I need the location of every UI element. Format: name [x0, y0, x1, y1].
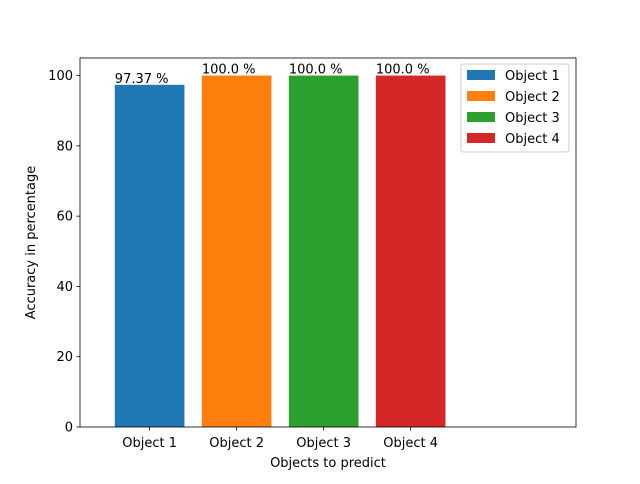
bar-value-label-object-1: 97.37 % — [115, 72, 169, 87]
bar-object-4 — [375, 75, 446, 428]
x-tick-label-object-2: Object 2 — [209, 436, 264, 451]
bar-object-1 — [114, 84, 185, 428]
bar-value-label-object-4: 100.0 % — [376, 63, 430, 78]
bar-value-label-object-2: 100.0 % — [202, 63, 256, 78]
legend-label-object-3: Object 3 — [505, 111, 560, 126]
y-axis-label: Accuracy in percentage — [24, 166, 39, 319]
legend-swatch-object-3 — [467, 112, 495, 122]
legend-swatch-object-4 — [467, 133, 495, 143]
y-tick-label-80: 80 — [56, 139, 73, 154]
legend: Object 1 Object 2 Object 3 Object 4 — [460, 63, 570, 153]
y-tick-label-20: 20 — [56, 350, 73, 365]
x-tick-label-object-3: Object 3 — [296, 436, 351, 451]
x-axis: Object 1 Object 2 Object 3 Object 4 — [122, 427, 438, 451]
legend-swatch-object-2 — [467, 91, 495, 101]
bar-object-3 — [288, 75, 359, 428]
x-tick-label-object-1: Object 1 — [122, 436, 177, 451]
x-axis-label: Objects to predict — [270, 456, 386, 471]
plot-frame — [79, 57, 577, 428]
bars-layer — [114, 75, 446, 428]
legend-box — [460, 63, 570, 153]
y-tick-label-100: 100 — [48, 69, 73, 84]
legend-label-object-4: Object 4 — [505, 132, 560, 147]
bar-object-2 — [201, 75, 272, 428]
legend-label-object-1: Object 1 — [505, 69, 560, 84]
bar-labels-layer: 97.37 % 100.0 % 100.0 % 100.0 % — [115, 63, 430, 87]
x-tick-label-object-4: Object 4 — [383, 436, 438, 451]
legend-swatch-object-1 — [467, 70, 495, 80]
y-tick-label-40: 40 — [56, 280, 73, 295]
bar-value-label-object-3: 100.0 % — [289, 63, 343, 78]
legend-label-object-2: Object 2 — [505, 90, 560, 105]
y-tick-label-0: 0 — [65, 421, 73, 436]
y-axis: 0 20 40 60 80 100 — [48, 69, 80, 436]
y-tick-label-60: 60 — [56, 210, 73, 225]
